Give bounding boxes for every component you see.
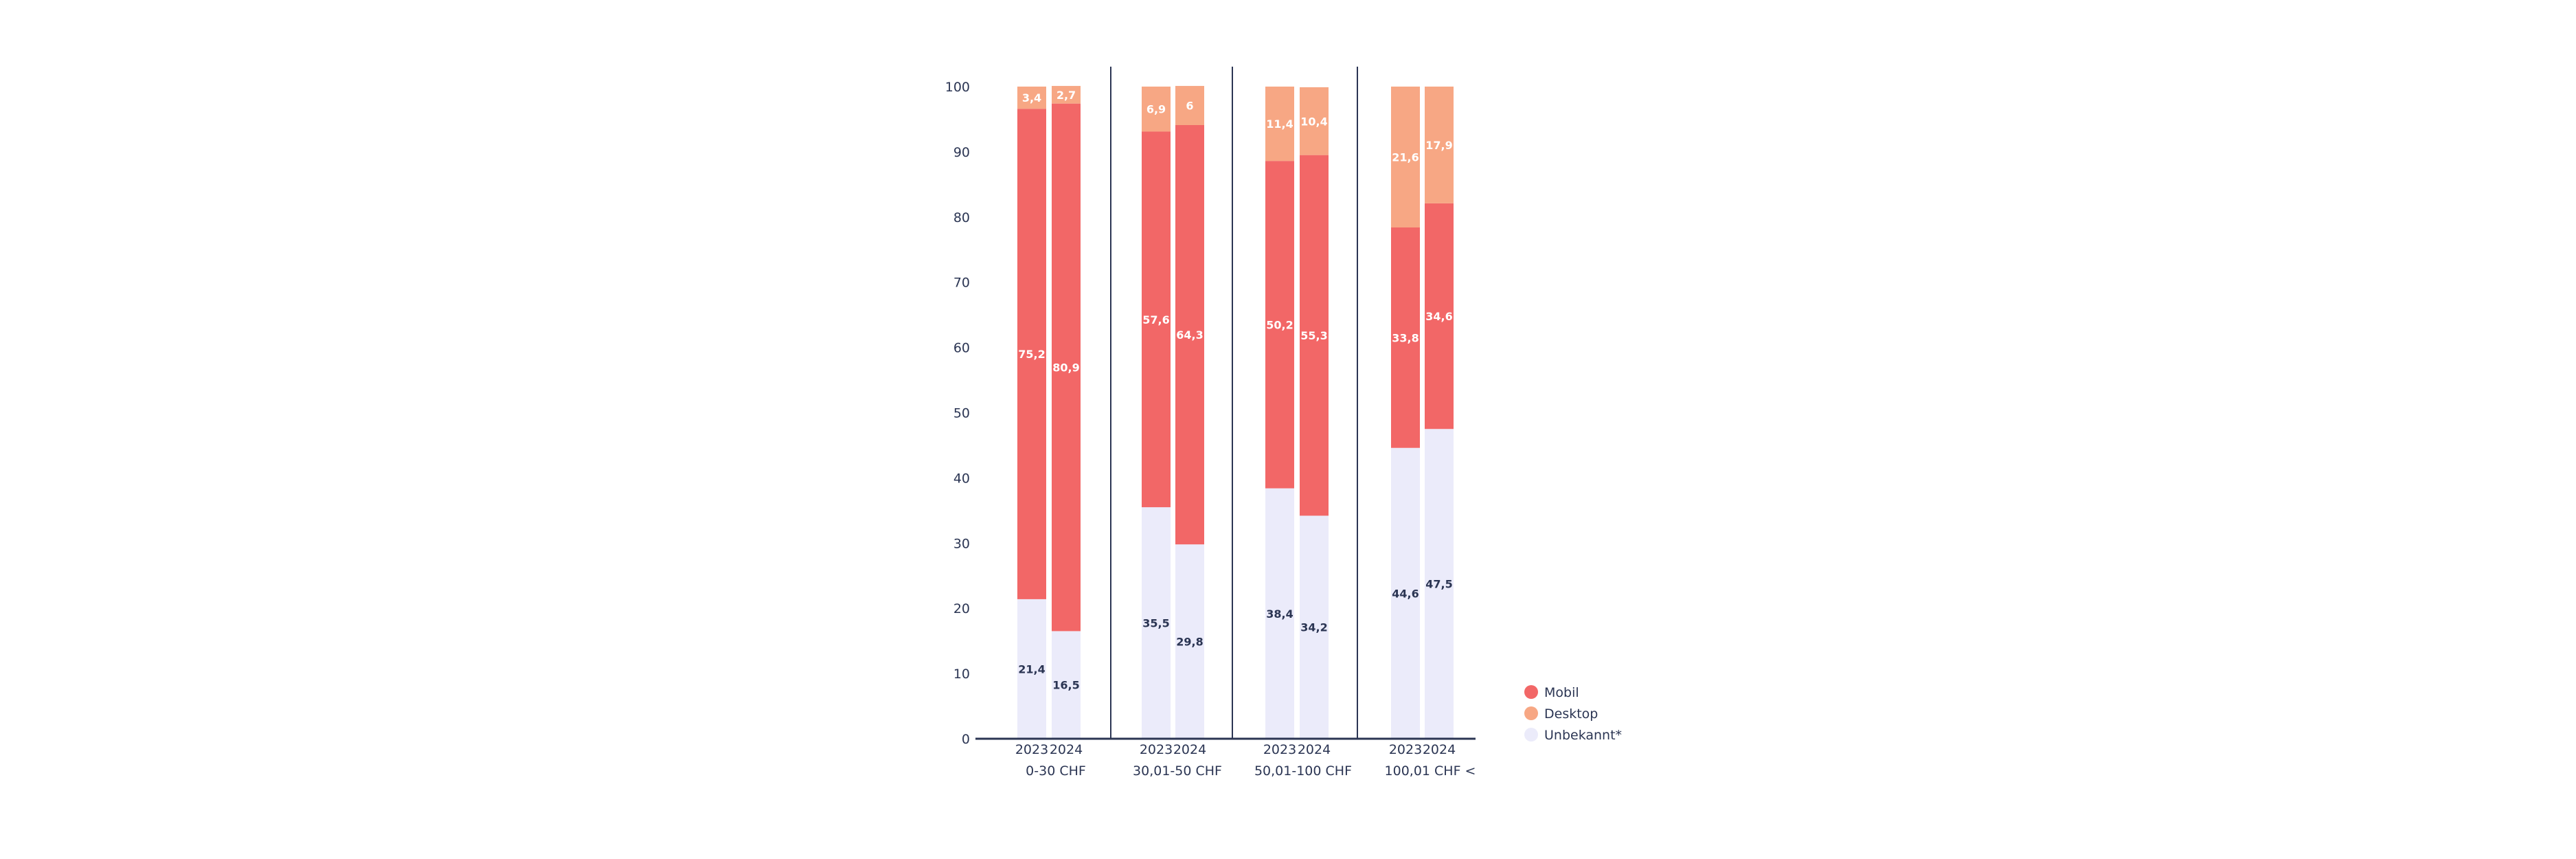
data-label: 6,9 — [1146, 103, 1166, 116]
data-label: 35,5 — [1142, 617, 1169, 630]
bar-segment-desktop — [1052, 86, 1081, 104]
y-tick-label: 40 — [953, 471, 970, 486]
data-label: 33,8 — [1392, 331, 1419, 344]
bar-segment-mobil — [1391, 227, 1420, 448]
y-tick-label: 20 — [953, 601, 970, 616]
stacked-bar: 35,5 57,6 6,9 — [1142, 87, 1171, 739]
data-label: 10,4 — [1300, 115, 1327, 128]
bar-segment-mobil — [1300, 155, 1329, 516]
bar-segment-desktop — [1300, 87, 1329, 155]
stacked-bar: 29,8 64,3 6 — [1175, 86, 1204, 739]
bar-segment-mobil — [1142, 131, 1171, 508]
legend-label: Mobil — [1544, 685, 1579, 700]
data-label: 38,4 — [1266, 607, 1293, 621]
data-label: 64,3 — [1176, 328, 1203, 342]
bar-segment-desktop — [1391, 87, 1420, 227]
group-dividers — [1110, 67, 1358, 739]
bar-segment-mobil — [1425, 203, 1454, 430]
bar-segment-unbekannt — [1142, 507, 1171, 739]
data-label: 6 — [1186, 100, 1193, 113]
legend: Mobil Desktop Unbekannt* — [1524, 685, 1622, 743]
legend-item: Mobil — [1524, 685, 1579, 700]
bar-segment-mobil — [1265, 161, 1294, 489]
bar-segment-desktop — [1175, 86, 1204, 125]
bar-segment-unbekannt — [1175, 544, 1204, 739]
stacked-bar: 47,5 34,6 17,9 — [1425, 87, 1454, 739]
bars: 21,4 75,2 3,4 16,5 80,9 2,7 35,5 57,6 6,9 29,8 64,… — [1017, 86, 1454, 739]
bar-segment-mobil — [1017, 109, 1046, 599]
y-tick-label: 0 — [962, 732, 970, 747]
y-tick-label: 50 — [953, 406, 970, 421]
legend-label: Desktop — [1544, 706, 1598, 722]
bar-segment-desktop — [1017, 87, 1046, 109]
y-tick-label: 60 — [953, 341, 970, 356]
data-label: 55,3 — [1300, 329, 1327, 342]
stacked-bar: 34,2 55,3 10,4 — [1300, 87, 1329, 739]
y-tick-label: 80 — [953, 210, 970, 225]
category-label: 30,01-50 CHF — [1133, 763, 1222, 779]
stacked-bar: 44,6 33,8 21,6 — [1391, 87, 1420, 739]
data-label: 80,9 — [1052, 361, 1079, 375]
stacked-bar: 38,4 50,2 11,4 — [1265, 87, 1294, 739]
bar-segment-unbekannt — [1300, 515, 1329, 739]
bar-segment-desktop — [1142, 87, 1171, 132]
data-label: 16,5 — [1052, 679, 1079, 692]
y-tick-label: 90 — [953, 145, 970, 160]
data-label: 57,6 — [1142, 313, 1169, 326]
year-tick-label: 2023 — [1015, 742, 1048, 757]
stacked-bar: 21,4 75,2 3,4 — [1017, 87, 1046, 739]
data-label: 34,2 — [1300, 621, 1327, 634]
bar-segment-desktop — [1425, 87, 1454, 203]
data-label: 34,6 — [1425, 310, 1452, 323]
year-tick-label: 2024 — [1423, 742, 1456, 757]
year-tick-label: 2023 — [1263, 742, 1296, 757]
bar-segment-unbekannt — [1265, 488, 1294, 739]
data-label: 11,4 — [1266, 118, 1293, 131]
data-label: 44,6 — [1392, 587, 1419, 600]
legend-swatch — [1524, 728, 1538, 741]
bar-segment-unbekannt — [1425, 429, 1454, 739]
bar-segment-unbekannt — [1391, 447, 1420, 739]
year-tick-label: 2024 — [1050, 742, 1083, 757]
bar-segment-mobil — [1052, 103, 1081, 632]
y-tick-label: 70 — [953, 276, 970, 291]
year-tick-label: 2024 — [1173, 742, 1206, 757]
data-label: 75,2 — [1018, 348, 1045, 361]
year-tick-label: 2023 — [1389, 742, 1422, 757]
data-label: 2,7 — [1057, 89, 1076, 102]
data-label: 3,4 — [1022, 91, 1041, 104]
legend-label: Unbekannt* — [1544, 728, 1622, 743]
data-label: 29,8 — [1176, 636, 1203, 649]
bar-segment-desktop — [1265, 87, 1294, 161]
legend-item: Desktop — [1524, 706, 1598, 722]
data-label: 21,6 — [1392, 150, 1419, 164]
y-axis: 0 10 20 30 40 50 60 70 80 90 100 — [945, 80, 970, 747]
data-label: 50,2 — [1266, 318, 1293, 331]
y-tick-label: 30 — [953, 536, 970, 551]
data-label: 17,9 — [1425, 139, 1452, 152]
y-tick-label: 10 — [953, 667, 970, 682]
legend-swatch — [1524, 706, 1538, 720]
bar-segment-unbekannt — [1017, 599, 1046, 739]
category-label: 50,01-100 CHF — [1254, 763, 1352, 779]
stacked-bar: 16,5 80,9 2,7 — [1052, 86, 1081, 739]
data-label: 47,5 — [1425, 578, 1452, 591]
y-tick-label: 100 — [945, 80, 970, 95]
data-label: 21,4 — [1018, 662, 1045, 676]
year-tick-label: 2023 — [1140, 742, 1173, 757]
legend-item: Unbekannt* — [1524, 728, 1622, 743]
category-label: 0-30 CHF — [1026, 763, 1086, 779]
year-tick-label: 2024 — [1298, 742, 1331, 757]
bar-segment-unbekannt — [1052, 631, 1081, 739]
category-label: 100,01 CHF < — [1385, 763, 1476, 779]
legend-swatch — [1524, 685, 1538, 699]
bar-segment-mobil — [1175, 124, 1204, 545]
